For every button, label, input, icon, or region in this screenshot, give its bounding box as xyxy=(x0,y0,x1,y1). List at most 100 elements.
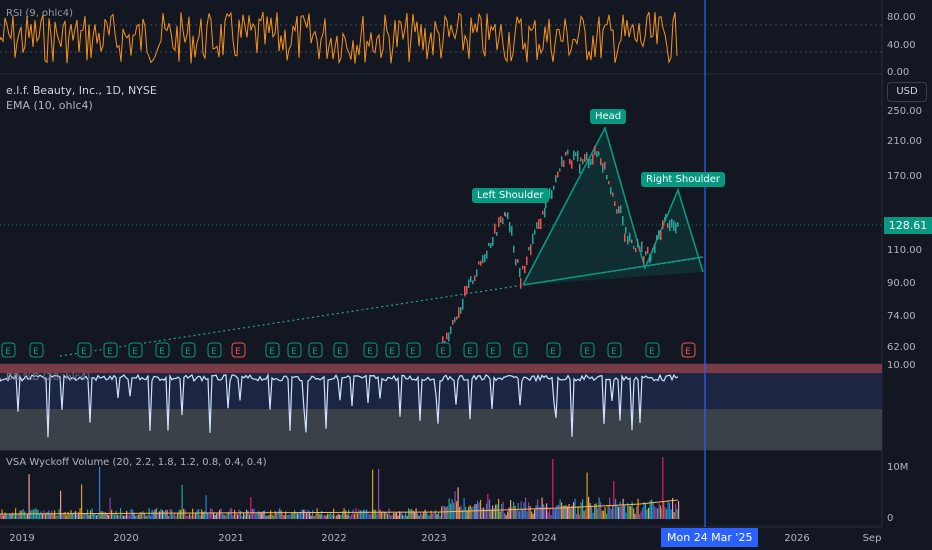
crosshair-date-tag: Mon 24 Mar '25 xyxy=(661,528,759,547)
x-axis-label: 2020 xyxy=(113,533,139,544)
volume-bar xyxy=(360,510,362,519)
currency-button[interactable]: USD xyxy=(887,82,927,102)
price-candle xyxy=(536,222,538,229)
earnings-marker xyxy=(29,342,44,358)
volume-bar xyxy=(228,511,230,519)
bb-lower-zone xyxy=(0,409,882,450)
volume-bar xyxy=(153,511,155,519)
volume-bar xyxy=(7,514,9,519)
volume-bar xyxy=(114,514,116,519)
price-candle xyxy=(549,187,551,199)
volume-bar xyxy=(598,497,600,519)
volume-bar xyxy=(30,510,32,519)
volume-bar xyxy=(588,496,590,519)
volume-bar xyxy=(21,510,23,519)
price-candle xyxy=(612,192,614,197)
earnings-marker xyxy=(265,342,280,358)
earnings-marker xyxy=(333,342,348,358)
volume-bar xyxy=(418,515,420,519)
volume-bar xyxy=(409,509,411,519)
earnings-marker xyxy=(1,342,16,358)
earnings-marker xyxy=(385,342,400,358)
volume-bar xyxy=(448,498,450,519)
volume-bar xyxy=(63,512,65,519)
price-candle xyxy=(488,242,490,247)
price-candle xyxy=(496,232,498,236)
earnings-marker-label: E xyxy=(440,347,446,357)
pattern-outline xyxy=(522,125,704,286)
earnings-marker xyxy=(128,342,143,358)
volume-bar xyxy=(454,491,456,519)
volume-bar xyxy=(216,513,218,519)
volume-bar xyxy=(277,510,279,519)
vsa-indicator-label[interactable]: VSA Wyckoff Volume (20, 2.2, 1.8, 1.2, 0… xyxy=(6,457,267,468)
volume-bar xyxy=(658,503,660,519)
volume-bar xyxy=(388,508,390,519)
volume-bar xyxy=(534,509,536,519)
x-axis-label: 2022 xyxy=(321,533,347,544)
volume-bar xyxy=(514,505,516,519)
price-candle xyxy=(470,276,472,282)
head-label[interactable]: Head xyxy=(590,109,627,124)
volume-bar xyxy=(636,506,638,519)
volume-bar xyxy=(202,511,204,519)
price-candle xyxy=(494,223,496,234)
volume-bar xyxy=(183,508,185,519)
volume-bar xyxy=(421,514,423,519)
price-candle xyxy=(513,245,515,253)
price-candle xyxy=(555,175,557,183)
price-candle xyxy=(528,247,530,251)
volume-bar xyxy=(604,507,606,519)
volume-bar xyxy=(319,514,321,519)
earnings-marker-label: E xyxy=(389,347,395,357)
bb-indicator-label[interactable]: BB %B (20, hlc4) xyxy=(6,372,91,383)
volume-bar xyxy=(670,509,672,519)
volume-bar xyxy=(214,515,216,519)
volume-bar xyxy=(480,500,482,519)
volume-bar xyxy=(337,513,339,519)
earnings-marker-label: E xyxy=(367,347,373,357)
volume-bar xyxy=(435,510,437,519)
volume-bar xyxy=(220,508,222,519)
volume-bar xyxy=(573,502,575,519)
neckline xyxy=(522,256,704,286)
volume-bar xyxy=(547,512,549,519)
volume-bar xyxy=(550,515,552,519)
volume-bar xyxy=(118,515,120,519)
volume-bar xyxy=(453,503,455,519)
volume-bar xyxy=(580,502,582,519)
volume-bar xyxy=(264,510,266,519)
volume-bar xyxy=(387,514,389,519)
volume-bar xyxy=(517,502,519,519)
price-candle xyxy=(647,246,649,254)
rsi-indicator-label[interactable]: RSI (9, ohlc4) xyxy=(6,8,74,19)
volume-bar xyxy=(520,501,522,519)
price-candle xyxy=(586,152,588,161)
volume-bar xyxy=(535,505,537,519)
volume-bar xyxy=(192,508,194,519)
price-candle xyxy=(486,250,488,259)
volume-bar xyxy=(327,513,329,519)
volume-bar xyxy=(543,504,545,519)
volume-bar xyxy=(351,514,353,519)
volume-bar xyxy=(678,501,680,519)
volume-bar xyxy=(513,501,515,519)
volume-bar xyxy=(315,513,317,519)
volume-bar xyxy=(669,503,671,519)
symbol-title[interactable]: e.l.f. Beauty, Inc., 1D, NYSE xyxy=(6,84,157,97)
price-candle xyxy=(654,243,656,254)
volume-bar xyxy=(166,509,168,519)
price-candle xyxy=(567,149,569,155)
left-shoulder-label[interactable]: Left Shoulder xyxy=(472,188,549,203)
price-candle xyxy=(458,307,460,318)
volume-bar xyxy=(558,505,560,519)
right-shoulder-label[interactable]: Right Shoulder xyxy=(641,172,726,187)
volume-bar xyxy=(75,511,77,519)
volume-bar xyxy=(438,511,440,519)
volume-bar xyxy=(660,505,662,519)
volume-bar xyxy=(397,515,399,519)
earnings-marker xyxy=(486,342,501,358)
volume-bar xyxy=(559,499,561,519)
ema-indicator-label[interactable]: EMA (10, ohlc4) xyxy=(6,99,93,112)
